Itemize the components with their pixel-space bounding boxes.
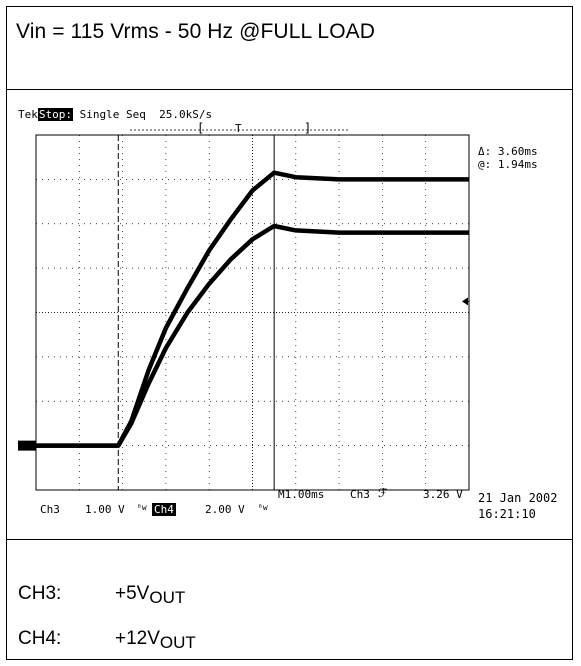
timestamp-date: 21 Jan 2002 [478,491,558,505]
record-trigger-t: T [235,122,242,135]
timestamp: 21 Jan 2002 16:21:10 [478,490,557,522]
legend-ch4-label: CH4: [18,628,62,649]
ch3-label: Ch3 [40,503,60,516]
trigger-level: 3.26 V [423,488,463,501]
ch4-bw-icon: ᴮw [258,503,268,512]
scope-header: TekStop: Single Seq 25.0kS/s [18,108,212,121]
legend-ch3-sub: OUT [149,588,186,607]
figure-frame [6,6,573,660]
legend-ch4-value: +12V [115,628,160,649]
bottom-divider [6,539,573,540]
figure-title: Vin = 115 Vrms - 50 Hz @FULL LOAD [16,20,375,43]
ch4-badge: Ch4 [152,503,176,516]
legend-ch4-sub: OUT [159,633,196,652]
ch4-label: Ch4 [152,503,176,516]
trace-ch4 [36,170,469,448]
ground-marker [18,440,36,451]
delta-readout: Δ: 3.60ms [478,145,538,158]
scope-stop-badge: Stop: [37,108,73,121]
ch4-scale: 2.00 V [205,503,245,516]
trigger-source: Ch3 [350,488,370,501]
scope-brand: Tek [18,108,38,121]
timestamp-time: 16:21:10 [478,507,536,521]
scope-acq-info: Single Seq 25.0kS/s [73,108,213,121]
record-bracket-left: [ [197,121,204,135]
timebase: M1.00ms [278,488,325,501]
legend-ch3-value: +5V [115,583,150,604]
at-readout: @: 1.94ms [478,158,538,171]
record-bracket-right: ] [304,121,311,135]
legend-ch3-label: CH3: [18,583,62,604]
top-divider [6,89,573,90]
legend-ch4: CH4: +12VOUT [18,628,196,653]
legend-ch3: CH3: +5VOUT [18,583,185,608]
ch3-scale: 1.00 V [85,503,125,516]
trigger-edge-icon: ℱ [378,486,388,500]
ch3-bw-icon: ᴮw [137,503,147,512]
